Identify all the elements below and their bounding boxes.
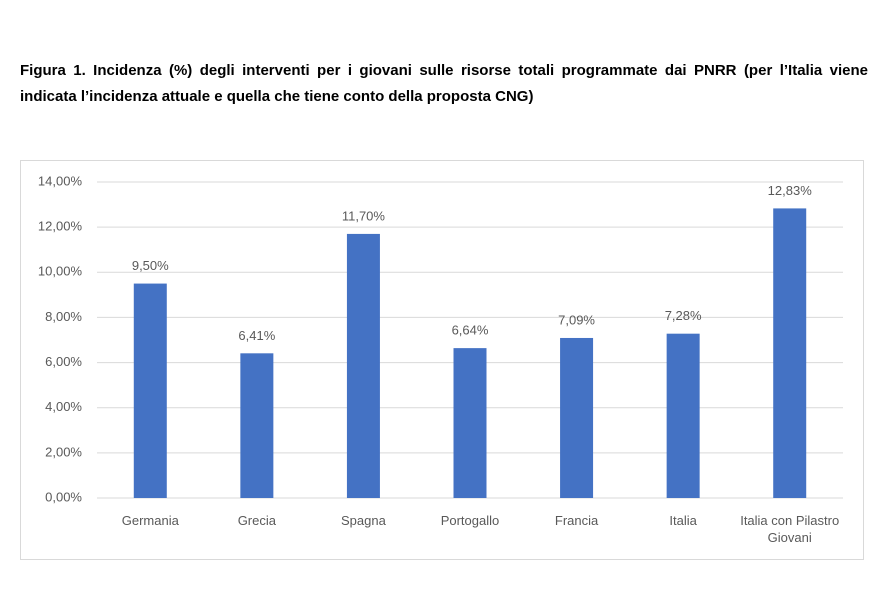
y-tick-label: 12,00% (38, 219, 83, 234)
chart-frame (20, 160, 864, 560)
bar (666, 333, 700, 498)
y-tick-label: 6,00% (45, 354, 82, 369)
y-tick-label: 0,00% (45, 489, 82, 504)
bar (773, 208, 807, 498)
data-label: 6,41% (238, 328, 275, 343)
y-tick-label: 10,00% (38, 264, 83, 279)
data-label: 11,70% (342, 208, 386, 223)
x-tick-label: Germania (121, 513, 179, 528)
bar (346, 233, 380, 498)
bar (240, 353, 274, 498)
bar (133, 283, 167, 498)
y-tick-label: 8,00% (45, 309, 82, 324)
x-tick-label: Spagna (341, 513, 386, 528)
x-tick-label: Portogallo (440, 513, 500, 528)
data-label: 9,50% (132, 258, 169, 273)
y-tick-label: 14,00% (38, 173, 83, 188)
y-tick-label: 4,00% (45, 399, 82, 414)
data-label: 6,64% (452, 323, 489, 338)
data-label: 7,28% (665, 308, 702, 323)
y-tick-label: 2,00% (45, 444, 82, 459)
chart-title: Figura 1. Incidenza (%) degli interventi… (20, 62, 868, 105)
x-tick-label: Italia (669, 513, 697, 528)
data-label: 7,09% (558, 312, 595, 327)
x-tick-label: Francia (554, 513, 599, 528)
bar (560, 337, 594, 498)
x-tick-label: Italia con Pilastro Giovani (740, 513, 840, 545)
data-label: 12,83% (768, 183, 813, 198)
bar (453, 348, 487, 498)
x-tick-label: Grecia (237, 513, 276, 528)
